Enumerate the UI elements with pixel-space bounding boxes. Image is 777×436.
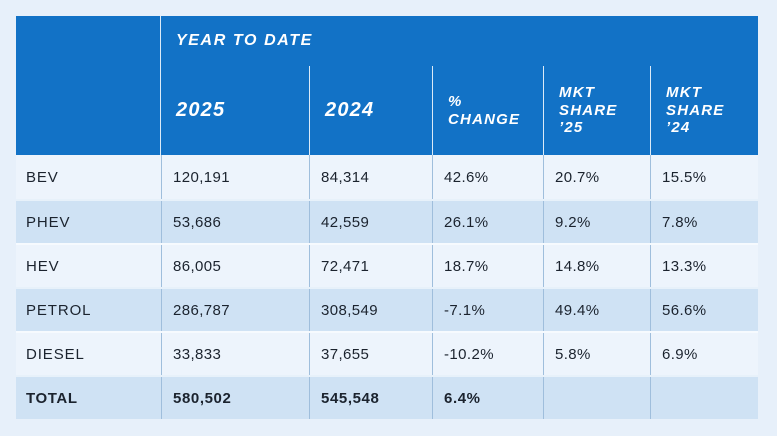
table-row-petrol: PETROL 286,787 308,549 -7.1% 49.4% 56.6%: [16, 287, 758, 331]
value-cell: 84,314: [309, 155, 432, 199]
value-cell: 5.8%: [543, 333, 650, 375]
column-header-2024: 2024: [309, 66, 432, 155]
column-header-mkt-share-25: MKT SHARE ’25: [543, 66, 650, 155]
row-label: BEV: [26, 168, 59, 186]
value-cell: 53,686: [161, 201, 309, 243]
value-cell: 9.2%: [543, 201, 650, 243]
powertrain-registrations-table: YEAR TO DATE 2025 2024 % CHANGE MKT SHAR…: [16, 16, 758, 419]
row-label: PETROL: [26, 301, 92, 319]
row-label: TOTAL: [26, 389, 78, 407]
value-cell: 20.7%: [543, 155, 650, 199]
value-cell: [650, 377, 758, 419]
value-cell: 86,005: [161, 245, 309, 287]
table-row-phev: PHEV 53,686 42,559 26.1% 9.2% 7.8%: [16, 199, 758, 243]
table-row-diesel: DIESEL 33,833 37,655 -10.2% 5.8% 6.9%: [16, 331, 758, 375]
value-cell: -7.1%: [432, 289, 543, 331]
value-cell: 15.5%: [650, 155, 758, 199]
value-cell: [543, 377, 650, 419]
value-cell: 6.4%: [432, 377, 543, 419]
value-cell: 6.9%: [650, 333, 758, 375]
value-cell: 14.8%: [543, 245, 650, 287]
value-cell: 308,549: [309, 289, 432, 331]
value-cell: 580,502: [161, 377, 309, 419]
row-label: HEV: [26, 257, 60, 275]
value-cell: 26.1%: [432, 201, 543, 243]
value-cell: -10.2%: [432, 333, 543, 375]
value-cell: 120,191: [161, 155, 309, 199]
table-row-total: TOTAL 580,502 545,548 6.4%: [16, 375, 758, 419]
column-header-mkt-share-24: MKT SHARE ’24: [650, 66, 758, 155]
value-cell: 18.7%: [432, 245, 543, 287]
value-cell: 72,471: [309, 245, 432, 287]
header-corner-cell: [16, 16, 161, 155]
value-cell: 33,833: [161, 333, 309, 375]
row-label: PHEV: [26, 213, 71, 231]
table-header: YEAR TO DATE 2025 2024 % CHANGE MKT SHAR…: [16, 16, 758, 155]
value-cell: 37,655: [309, 333, 432, 375]
value-cell: 56.6%: [650, 289, 758, 331]
column-header-pct-change: % CHANGE: [432, 66, 543, 155]
value-cell: 42.6%: [432, 155, 543, 199]
value-cell: 545,548: [309, 377, 432, 419]
row-label: DIESEL: [26, 345, 85, 363]
column-header-2025: 2025: [176, 98, 226, 121]
table-row-hev: HEV 86,005 72,471 18.7% 14.8% 13.3%: [16, 243, 758, 287]
value-cell: 7.8%: [650, 201, 758, 243]
value-cell: 13.3%: [650, 245, 758, 287]
value-cell: 286,787: [161, 289, 309, 331]
value-cell: 42,559: [309, 201, 432, 243]
group-header-year-to-date: YEAR TO DATE: [176, 32, 313, 49]
table-row-bev: BEV 120,191 84,314 42.6% 20.7% 15.5%: [16, 155, 758, 199]
table-body: BEV 120,191 84,314 42.6% 20.7% 15.5% PHE…: [16, 155, 758, 419]
value-cell: 49.4%: [543, 289, 650, 331]
